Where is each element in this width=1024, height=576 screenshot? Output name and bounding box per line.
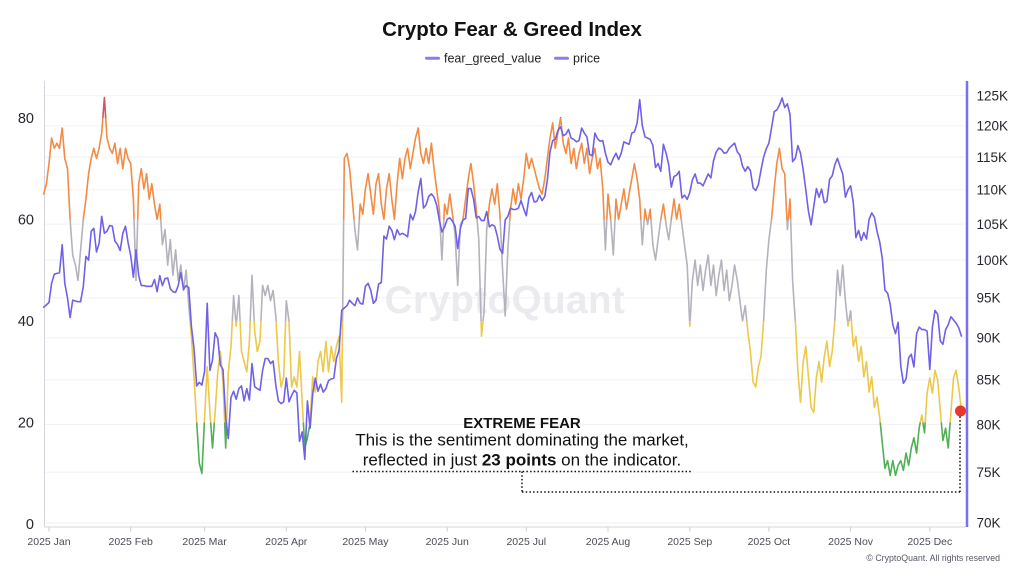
svg-text:2025 Jun: 2025 Jun <box>426 536 469 548</box>
svg-text:2025 May: 2025 May <box>342 536 389 548</box>
svg-text:2025 Dec: 2025 Dec <box>907 536 952 548</box>
svg-text:70K: 70K <box>977 516 1001 531</box>
svg-text:This is the sentiment dominati: This is the sentiment dominating the mar… <box>355 431 689 450</box>
svg-text:Crypto Fear & Greed Index: Crypto Fear & Greed Index <box>382 18 642 41</box>
svg-text:2025 Nov: 2025 Nov <box>828 536 874 548</box>
svg-text:40: 40 <box>18 314 34 330</box>
svg-text:2025 Aug: 2025 Aug <box>586 536 631 548</box>
svg-text:20: 20 <box>18 416 34 432</box>
svg-text:120K: 120K <box>977 119 1009 134</box>
svg-text:EXTREME FEAR: EXTREME FEAR <box>463 415 581 432</box>
svg-text:60: 60 <box>18 212 34 228</box>
svg-text:2025 Feb: 2025 Feb <box>109 536 154 548</box>
svg-text:2025 Sep: 2025 Sep <box>667 536 712 548</box>
svg-text:fear_greed_value: fear_greed_value <box>444 52 541 66</box>
svg-text:100K: 100K <box>977 253 1009 268</box>
svg-text:80: 80 <box>18 111 34 127</box>
svg-text:2025 Jul: 2025 Jul <box>506 536 546 548</box>
svg-text:0: 0 <box>26 517 34 533</box>
svg-text:85K: 85K <box>977 373 1001 388</box>
svg-text:90K: 90K <box>977 331 1001 346</box>
svg-text:reflected in just 23 points on: reflected in just 23 points on the indic… <box>363 451 681 470</box>
svg-text:2025 Apr: 2025 Apr <box>265 536 308 548</box>
svg-text:80K: 80K <box>977 417 1001 432</box>
svg-text:110K: 110K <box>977 183 1008 198</box>
svg-text:2025 Oct: 2025 Oct <box>748 536 791 548</box>
svg-text:115K: 115K <box>977 150 1008 165</box>
svg-text:2025 Jan: 2025 Jan <box>27 536 70 548</box>
svg-text:125K: 125K <box>977 88 1009 103</box>
svg-text:95K: 95K <box>977 291 1001 306</box>
svg-text:© CryptoQuant. All rights rese: © CryptoQuant. All rights reserved <box>866 553 1000 563</box>
svg-text:75K: 75K <box>977 465 1001 480</box>
svg-text:price: price <box>573 52 600 66</box>
svg-text:2025 Mar: 2025 Mar <box>182 536 227 548</box>
svg-text:105K: 105K <box>977 217 1009 232</box>
